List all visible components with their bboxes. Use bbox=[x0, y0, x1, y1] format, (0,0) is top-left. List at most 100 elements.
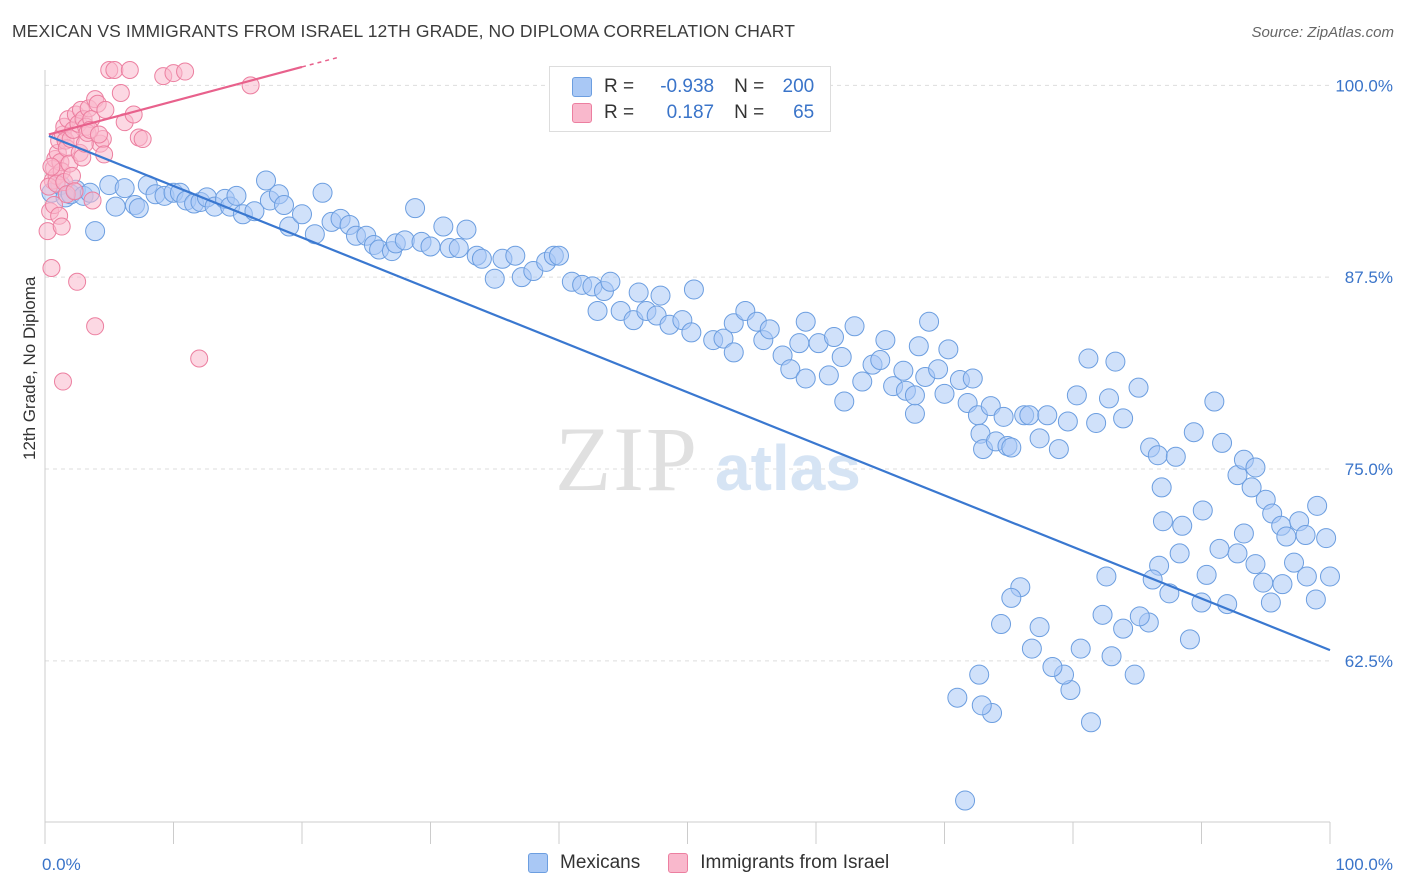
mexicans-point bbox=[955, 790, 976, 811]
mexicans-point bbox=[1070, 638, 1091, 659]
mexicans-point bbox=[1021, 638, 1042, 659]
legend-swatch-israel bbox=[572, 103, 592, 123]
mexicans-point bbox=[723, 342, 744, 363]
legend-item-israel: Immigrants from Israel bbox=[668, 852, 889, 874]
israel-point bbox=[96, 100, 115, 119]
mexicans-point bbox=[1320, 566, 1340, 587]
legend-row-mexicans: R = -0.938 N = 200 bbox=[572, 74, 814, 100]
mexicans-point bbox=[947, 687, 968, 708]
mexicans-point bbox=[1113, 618, 1134, 639]
legend-r-value: 0.187 bbox=[666, 102, 715, 123]
mexicans-point bbox=[1209, 538, 1230, 559]
mexicans-point bbox=[1129, 606, 1150, 627]
mexicans-point bbox=[226, 185, 247, 206]
mexicans-point bbox=[875, 330, 896, 351]
mexicans-point bbox=[650, 285, 671, 306]
mexicans-point bbox=[1260, 592, 1281, 613]
y-tick-label: 62.5% bbox=[1345, 652, 1393, 671]
mexicans-point bbox=[1105, 351, 1126, 372]
mexicans-point bbox=[1147, 445, 1168, 466]
mexicans-point bbox=[1316, 528, 1337, 549]
mexicans-point bbox=[600, 271, 621, 292]
mexicans-point bbox=[908, 336, 929, 357]
mexicans-point bbox=[1179, 629, 1200, 650]
mexicans-point bbox=[549, 245, 569, 266]
mexicans-point bbox=[1078, 348, 1099, 369]
mexicans-point bbox=[934, 383, 955, 404]
legend-r-label: R = bbox=[604, 102, 635, 123]
legend-row-israel: R = 0.187 N = 65 bbox=[572, 100, 814, 126]
mexicans-point bbox=[1048, 439, 1069, 460]
mexicans-point bbox=[919, 311, 940, 332]
mexicans-point bbox=[1080, 712, 1101, 733]
israel-point bbox=[62, 166, 81, 185]
mexicans-point bbox=[312, 182, 333, 203]
mexicans-point bbox=[1042, 656, 1063, 677]
mexicans-point bbox=[759, 319, 780, 340]
mexicans-point bbox=[114, 178, 135, 199]
mexicans-point bbox=[904, 403, 925, 424]
mexicans-point bbox=[780, 359, 801, 380]
mexicans-point bbox=[1276, 526, 1297, 547]
legend-swatch-mexicans bbox=[528, 853, 548, 873]
mexicans-point bbox=[420, 236, 441, 257]
mexicans-point bbox=[128, 198, 149, 219]
mexicans-point bbox=[834, 391, 855, 412]
mexicans-point bbox=[1029, 617, 1050, 638]
mexicans-point bbox=[1204, 391, 1225, 412]
x-tick-label: 100.0% bbox=[1335, 855, 1393, 874]
legend-n-value: 200 bbox=[782, 76, 815, 97]
mexicans-point bbox=[795, 311, 816, 332]
israel-point bbox=[42, 157, 61, 176]
mexicans-point bbox=[1296, 566, 1317, 587]
mexicans-point bbox=[818, 365, 839, 386]
israel-point bbox=[65, 182, 84, 201]
mexicans-point bbox=[980, 396, 1001, 417]
mexicans-point bbox=[1245, 457, 1266, 478]
mexicans-point bbox=[904, 385, 925, 406]
israel-point bbox=[89, 125, 108, 144]
mexicans-point bbox=[789, 333, 810, 354]
mexicans-point bbox=[713, 328, 734, 349]
mexicans-point bbox=[831, 346, 852, 367]
tick-labels: 100.0% 87.5% 75.0% 62.5% 0.0% 100.0% bbox=[42, 76, 1393, 874]
mexicans-point bbox=[870, 350, 891, 371]
mexicans-point bbox=[969, 664, 990, 685]
mexicans-point bbox=[971, 695, 992, 716]
mexicans-point bbox=[1113, 408, 1134, 429]
mexicans-point bbox=[893, 360, 914, 381]
mexicans-point bbox=[1057, 411, 1078, 432]
data-points bbox=[38, 61, 1340, 811]
israel-point bbox=[111, 84, 130, 103]
series-legend: Mexicans Immigrants from Israel bbox=[528, 852, 917, 874]
mexicans-point bbox=[1196, 564, 1217, 585]
mexicans-point bbox=[1307, 495, 1328, 516]
mexicans-point bbox=[85, 221, 106, 242]
legend-r-value: -0.938 bbox=[660, 76, 715, 97]
y-tick-label: 87.5% bbox=[1345, 268, 1393, 287]
watermark-atlas: atlas bbox=[715, 432, 861, 504]
israel-point bbox=[52, 217, 71, 236]
x-tick-label: 0.0% bbox=[42, 855, 81, 874]
mexicans-point bbox=[683, 279, 704, 300]
mexicans-point bbox=[484, 268, 505, 289]
y-tick-label: 75.0% bbox=[1345, 460, 1393, 479]
mexicans-point bbox=[823, 327, 844, 348]
israel-point bbox=[190, 349, 209, 368]
mexicans-point bbox=[587, 300, 608, 321]
mexicans-point bbox=[852, 371, 873, 392]
mexicans-point bbox=[1233, 523, 1254, 544]
mexicans-point bbox=[1124, 664, 1145, 685]
mexicans-point bbox=[256, 170, 277, 191]
israel-point bbox=[53, 372, 72, 391]
mexicans-point bbox=[1212, 432, 1233, 453]
mexicans-point bbox=[928, 359, 949, 380]
mexicans-point bbox=[456, 219, 477, 240]
mexicans-point bbox=[1305, 589, 1326, 610]
legend-swatch-israel bbox=[668, 853, 689, 873]
israel-point bbox=[68, 272, 87, 291]
mexicans-point bbox=[471, 248, 492, 269]
mexicans-point bbox=[274, 195, 295, 216]
mexicans-point bbox=[1001, 587, 1022, 608]
trend-lines bbox=[48, 56, 1331, 652]
